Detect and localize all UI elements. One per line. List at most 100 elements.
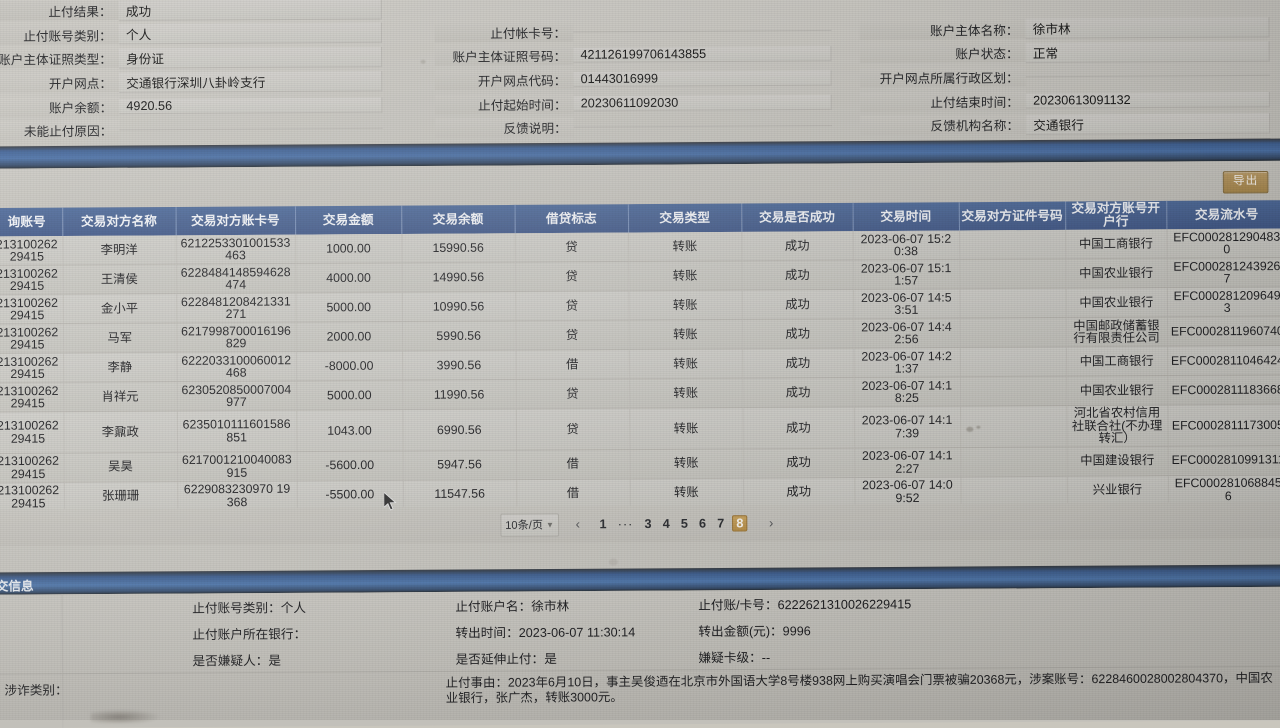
- column-header[interactable]: 交易余额: [401, 204, 515, 234]
- stop-payment-reason-field: 止付事由：2023年6月10日，事主吴俊迺在北京市外国语大学8号楼938网上购买…: [445, 670, 1273, 706]
- page-button-8[interactable]: 8: [732, 515, 748, 532]
- form-label: 止付起始时间：: [434, 93, 574, 114]
- form-value[interactable]: 成功: [118, 0, 382, 21]
- transactions-table-wrapper: 询账号 交易对方名称 交易对方账卡号 交易金额 交易余额 借贷标志 交易类型 交易是否成功 交易…: [0, 200, 1280, 542]
- column-header[interactable]: 交易时间: [852, 202, 960, 232]
- cell-party-card: 6229083230970 19368: [177, 480, 297, 511]
- form-value[interactable]: 421126199706143855: [573, 46, 832, 64]
- dust-speck: [608, 558, 618, 566]
- cell-account: 213100262 29415: [0, 411, 64, 454]
- page-button-4[interactable]: 4: [662, 516, 670, 531]
- pagination-ellipsis: ···: [617, 516, 634, 532]
- cell-type: 转账: [628, 260, 742, 291]
- form-field-group: 账户主体名称： 徐市林: [859, 16, 1270, 42]
- bottom-detail-panel: 止付账号类别：个人 止付账户名：徐市林 止付账/卡号：6222621310026…: [0, 586, 1280, 728]
- cell-serial: EFC0002811173005: [1167, 404, 1280, 446]
- form-value[interactable]: 4920.56: [119, 97, 383, 114]
- form-label: 开户网点代码：: [434, 70, 574, 91]
- form-field-group: 账户主体证照类型： 身份证: [0, 45, 383, 71]
- prev-page-button[interactable]: ‹: [575, 516, 581, 532]
- bottom-section-title: 交信息: [0, 579, 34, 594]
- cell-party-bank: 中国邮政储蓄银行有限责任公司: [1065, 316, 1168, 347]
- form-label: 止付结果：: [0, 1, 119, 22]
- column-header[interactable]: 交易对方证件号码: [958, 201, 1066, 231]
- page-size-select[interactable]: 10条/页 ▼: [500, 512, 560, 537]
- cell-type: 转账: [629, 448, 743, 479]
- form-label: 反馈机构名称：: [860, 115, 1027, 136]
- page-button-5[interactable]: 5: [680, 516, 688, 531]
- form-label: [434, 8, 573, 9]
- form-value[interactable]: 01443016999: [573, 70, 832, 88]
- cell-party-id: [959, 229, 1066, 260]
- form-field-group: [434, 0, 830, 21]
- cell-party-card: 6235010111601586851: [176, 410, 297, 452]
- cell-party-bank: 中国建设银行: [1066, 445, 1168, 476]
- form-value[interactable]: 20230613091132: [1025, 91, 1270, 109]
- form-label: 止付结束时间：: [859, 91, 1027, 112]
- form-field-group: 止付起始时间： 20230611092030: [434, 90, 832, 116]
- cell-party-bank: 中国农业银行: [1066, 375, 1168, 406]
- cell-party-card: 6212253301001533463: [175, 234, 296, 265]
- form-label: 账户主体证照类型：: [0, 48, 120, 69]
- cell-party-bank: 中国工商银行: [1065, 229, 1167, 259]
- form-value[interactable]: 20230611092030: [573, 94, 832, 112]
- form-spacer: [382, 45, 435, 69]
- form-value[interactable]: [1025, 74, 1270, 78]
- cell-serial: EFC0002812904830: [1166, 228, 1280, 259]
- fraud-type-field: 涉诈类别：: [4, 683, 68, 698]
- cell-party-name: 李静: [63, 352, 177, 383]
- form-value[interactable]: [573, 29, 832, 33]
- next-page-button[interactable]: ›: [768, 515, 774, 531]
- form-value[interactable]: 个人: [118, 22, 383, 45]
- cell-party-id: [959, 288, 1066, 319]
- column-header[interactable]: 交易对方名称: [62, 206, 176, 237]
- page-button-6[interactable]: 6: [698, 516, 707, 531]
- cell-party-id: [959, 346, 1067, 377]
- form-value[interactable]: 交通银行深圳八卦岭支行: [119, 70, 383, 93]
- transfer-time-field: 转出时间：2023-06-07 11:30:14: [455, 624, 636, 640]
- column-header[interactable]: 交易金额: [294, 205, 402, 235]
- form-value[interactable]: [119, 128, 383, 131]
- cell-amount: 1043.00: [296, 409, 403, 452]
- form-spacer: [832, 90, 860, 114]
- column-header[interactable]: 借贷标志: [514, 204, 629, 234]
- cell-flag: 贷: [515, 290, 629, 321]
- cell-serial: EFC0002811183668: [1167, 374, 1280, 405]
- cell-success: 成功: [742, 477, 855, 508]
- page-button-1[interactable]: 1: [599, 517, 607, 532]
- cell-party-card: 6228484148594628474: [175, 263, 296, 294]
- column-header[interactable]: 交易类型: [627, 203, 742, 233]
- page-button-3[interactable]: 3: [644, 516, 652, 532]
- column-header[interactable]: 交易流水号: [1166, 200, 1280, 230]
- cell-success: 成功: [742, 348, 854, 379]
- cell-party-name: 李明洋: [62, 235, 176, 265]
- cell-flag: 贷: [515, 408, 630, 450]
- form-field-group: 未能止付原因：: [0, 117, 383, 143]
- page-button-7[interactable]: 7: [717, 516, 725, 531]
- form-field-group: 开户网点： 交通银行深圳八卦岭支行: [0, 69, 383, 95]
- form-value[interactable]: 交通银行: [1026, 113, 1271, 135]
- column-header[interactable]: 询账号: [0, 207, 63, 237]
- cell-time: 2023-06-07 14:53:51: [853, 288, 960, 319]
- form-spacer: [831, 42, 859, 66]
- column-header[interactable]: 交易是否成功: [741, 202, 853, 232]
- column-header[interactable]: 交易对方账卡号: [175, 206, 296, 236]
- form-value[interactable]: 身份证: [118, 46, 383, 69]
- cell-time: 2023-06-07 14:12:27: [854, 447, 961, 478]
- cell-serial: EFC0002812439267: [1166, 257, 1280, 288]
- cell-success: 成功: [741, 289, 854, 320]
- cell-serial: EFC0002810688456: [1167, 474, 1280, 505]
- cell-balance: 5990.56: [401, 320, 516, 351]
- export-button[interactable]: 导出: [1222, 170, 1269, 193]
- cell-balance: 10990.56: [401, 291, 516, 322]
- form-value[interactable]: [573, 125, 832, 128]
- cell-party-bank: 中国农业银行: [1065, 258, 1167, 289]
- form-value[interactable]: 徐市林: [1025, 17, 1270, 40]
- column-header[interactable]: 交易对方账号开户行: [1065, 200, 1167, 230]
- cell-flag: 借: [516, 478, 630, 509]
- form-value[interactable]: 正常: [1025, 41, 1270, 64]
- cell-party-name: 张珊珊: [63, 481, 178, 512]
- cell-account: 213100262 29415: [0, 452, 64, 483]
- form-label: 止付帐卡号：: [434, 22, 574, 43]
- cell-party-bank: 河北省农村信用社联合社(不办理转汇）: [1066, 404, 1168, 447]
